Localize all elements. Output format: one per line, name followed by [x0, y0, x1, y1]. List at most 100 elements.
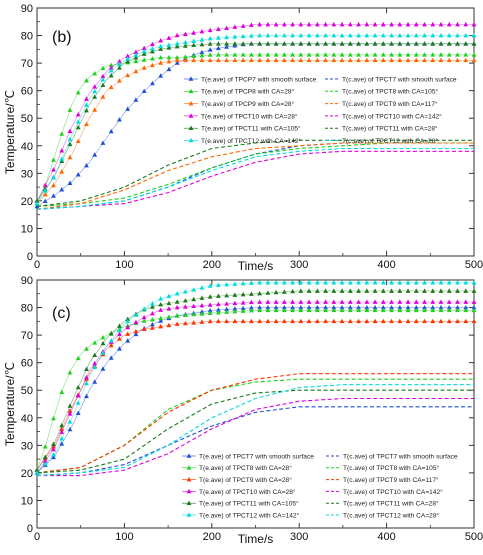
series-marker-11 [372, 280, 378, 285]
series-marker-11 [422, 32, 427, 38]
series-marker-3 [430, 52, 436, 57]
series-marker-1 [84, 393, 89, 399]
y-tick-label: 70 [21, 330, 33, 342]
series-marker-5 [59, 169, 65, 174]
series-marker-9 [455, 41, 460, 46]
series-marker-11 [405, 32, 411, 38]
series-marker-3 [281, 52, 287, 57]
series-marker-1 [240, 305, 246, 311]
series-marker-7 [430, 299, 436, 304]
series-marker-7 [290, 21, 296, 27]
series-marker-3 [273, 307, 279, 313]
series-line-12 [36, 384, 474, 477]
series-marker-1 [430, 304, 436, 310]
series-marker-11 [84, 380, 89, 386]
x-tick-label: 0 [34, 531, 40, 543]
series-marker-1 [199, 49, 205, 55]
series-marker-7 [323, 21, 328, 27]
series-marker-1 [446, 304, 452, 310]
series-marker-1 [75, 410, 81, 416]
series-marker-7 [397, 21, 403, 27]
series-marker-5 [323, 57, 328, 63]
series-marker-9 [290, 288, 296, 294]
series-marker-11 [117, 327, 122, 333]
x-tick-label: 400 [377, 531, 395, 543]
x-tick-label: 500 [465, 259, 483, 271]
legend-entry: T(e.ave) of TPCT12 with CA=142° [201, 137, 302, 145]
series-marker-9 [67, 403, 73, 408]
series-marker-11 [158, 296, 164, 301]
series-marker-1 [257, 304, 263, 310]
series-marker-3 [356, 52, 361, 57]
series-marker-5 [273, 318, 279, 324]
series-marker-5 [207, 318, 213, 324]
y-axis-label: Temperature/℃ [3, 90, 17, 174]
series-marker-7 [215, 26, 221, 32]
series-marker-11 [183, 39, 188, 45]
legend-entry: T(c.ave) of TPCT7 with smooth surface [343, 453, 458, 460]
series-marker-11 [339, 32, 345, 38]
series-marker-9 [422, 288, 427, 293]
series-marker-3 [191, 53, 197, 59]
series-marker-11 [323, 32, 328, 38]
legend-entry: T(c.ave) of TPCT10 with CA=142° [343, 488, 443, 496]
series-marker-1 [298, 304, 304, 310]
series-marker-5 [405, 57, 411, 63]
series-marker-7 [290, 299, 296, 304]
series-marker-3 [51, 415, 56, 421]
series-marker-5 [133, 68, 139, 74]
series-marker-5 [413, 318, 419, 324]
series-marker-1 [281, 304, 287, 310]
series-marker-11 [232, 34, 238, 39]
series-marker-9 [455, 288, 460, 293]
series-marker-1 [265, 304, 271, 310]
series-marker-11 [281, 280, 287, 285]
series-marker-5 [364, 318, 370, 324]
series-marker-9 [290, 41, 296, 46]
y-tick-label: 80 [21, 303, 33, 315]
series-marker-9 [422, 41, 427, 46]
series-marker-7 [298, 21, 304, 27]
series-marker-7 [75, 393, 81, 398]
series-marker-5 [463, 318, 469, 324]
series-marker-5 [364, 57, 370, 63]
series-marker-1 [273, 304, 279, 310]
series-marker-5 [281, 318, 287, 324]
series-marker-5 [339, 57, 345, 63]
series-marker-5 [183, 320, 188, 326]
series-marker-3 [75, 355, 81, 361]
chart-panel-2: 0 100 200 300 400 500 0 10 20 30 40 50 60 70 80 90 Time/… [3, 275, 483, 546]
series-marker-11 [117, 61, 122, 67]
legend-marker [186, 465, 192, 470]
series-marker-11 [298, 32, 304, 38]
series-marker-11 [207, 283, 213, 288]
series-marker-3 [257, 307, 263, 313]
panel-label: (c) [52, 305, 71, 322]
series-marker-9 [273, 289, 279, 295]
series-marker-5 [174, 321, 180, 326]
series-marker-11 [323, 280, 328, 285]
series-marker-9 [75, 384, 81, 390]
series-marker-3 [84, 346, 89, 351]
series-marker-1 [108, 355, 114, 360]
series-marker-3 [405, 307, 411, 313]
series-marker-3 [455, 307, 460, 313]
legend-entry: T(e.ave) of TPCP9 with CA=28° [201, 100, 295, 108]
series-marker-5 [397, 57, 403, 63]
series-marker-9 [125, 58, 131, 64]
series-marker-1 [125, 106, 131, 111]
series-marker-1 [166, 66, 172, 72]
y-tick-label: 40 [21, 141, 33, 153]
series-marker-1 [290, 304, 296, 310]
series-marker-9 [100, 340, 106, 346]
series-marker-7 [174, 304, 180, 310]
series-marker-7 [438, 299, 444, 304]
series-marker-9 [191, 42, 197, 48]
series-marker-3 [372, 307, 378, 313]
series-marker-3 [298, 52, 304, 57]
series-marker-7 [108, 65, 114, 70]
series-marker-7 [298, 299, 304, 304]
series-marker-11 [224, 34, 230, 40]
series-marker-9 [141, 51, 147, 56]
series-marker-9 [174, 299, 180, 304]
